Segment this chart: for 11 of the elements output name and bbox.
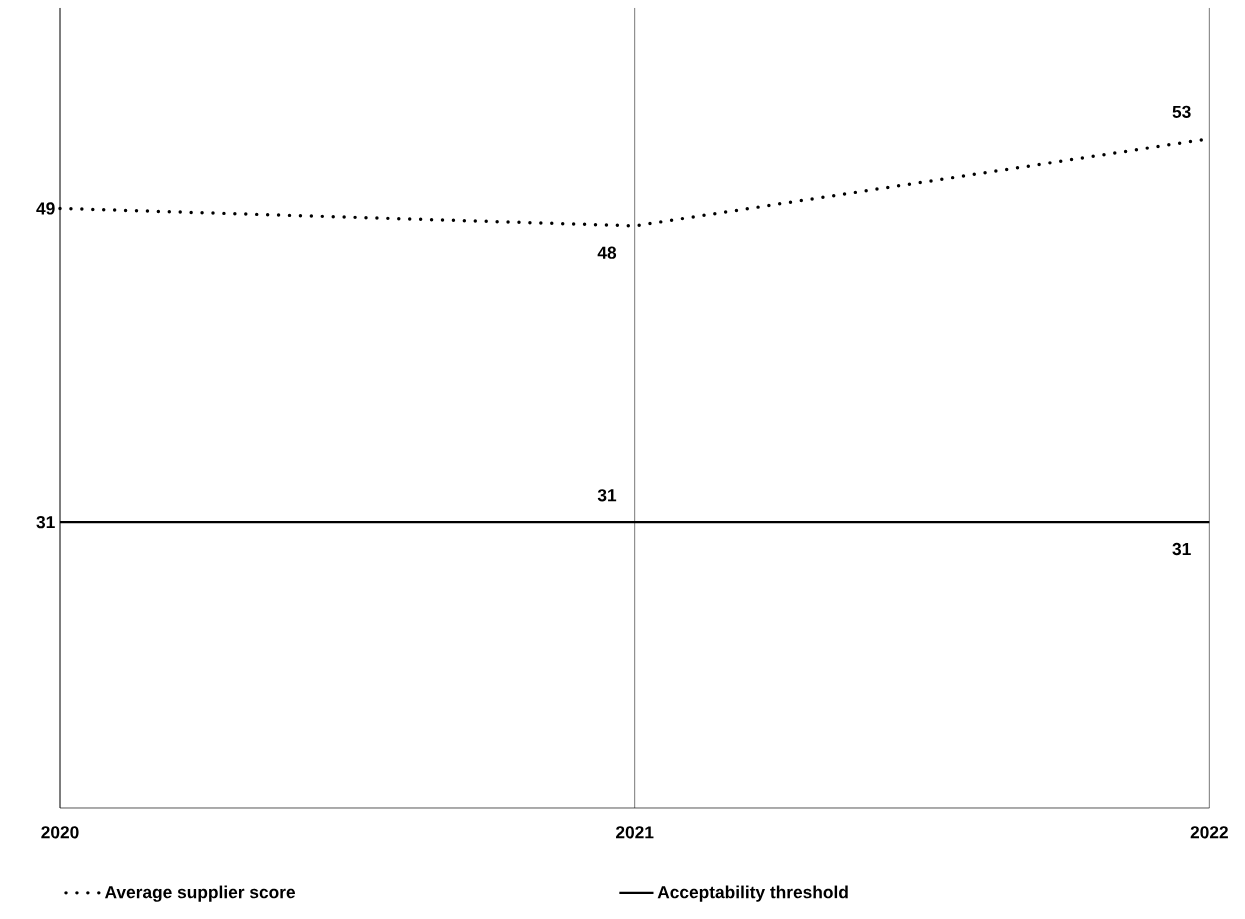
data-label: 31 xyxy=(36,515,55,529)
legend-label: Average supplier score xyxy=(104,885,296,902)
data-label: 31 xyxy=(597,489,617,502)
x-tick-label: 2020 xyxy=(41,826,79,839)
x-tick-label: 2022 xyxy=(1190,826,1228,839)
legend-label: Acceptability threshold xyxy=(657,885,848,902)
data-label: 49 xyxy=(36,202,55,215)
data-label: 48 xyxy=(597,246,617,259)
data-label: 31 xyxy=(1172,542,1191,556)
data-label: 53 xyxy=(1172,105,1191,118)
x-tick-label: 2021 xyxy=(616,826,654,839)
